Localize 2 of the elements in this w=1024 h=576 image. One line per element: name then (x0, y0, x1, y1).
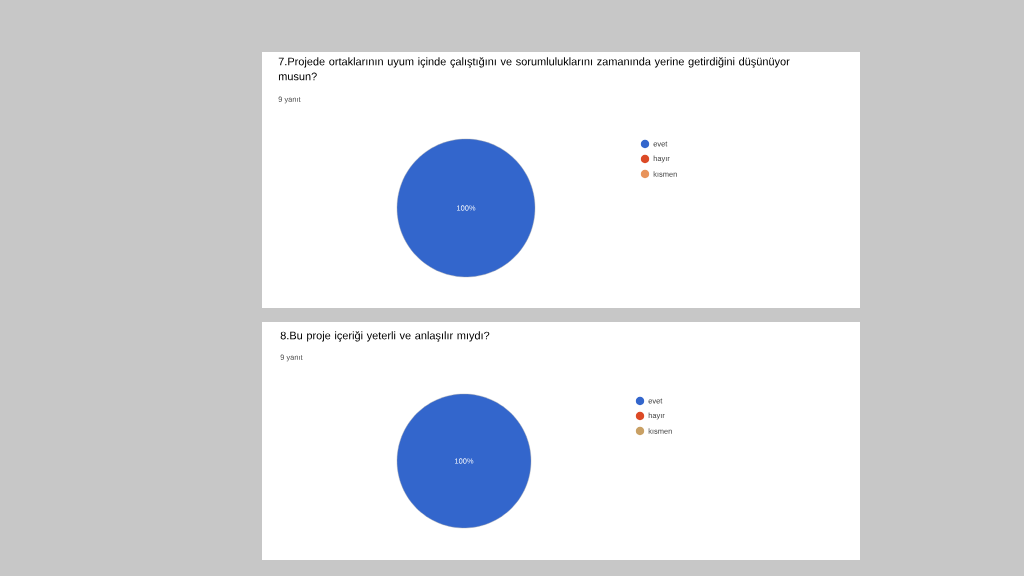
chart-title: 7.Projede ortaklarının uyum içinde çalıştığını ve sorumluluklarını zamanında yerine getirdiğini düşünüyor musun? (278, 57, 790, 81)
chart-title: 8.Bu proje içeriği yeterli ve anlaşılır mıydı? (280, 331, 490, 342)
